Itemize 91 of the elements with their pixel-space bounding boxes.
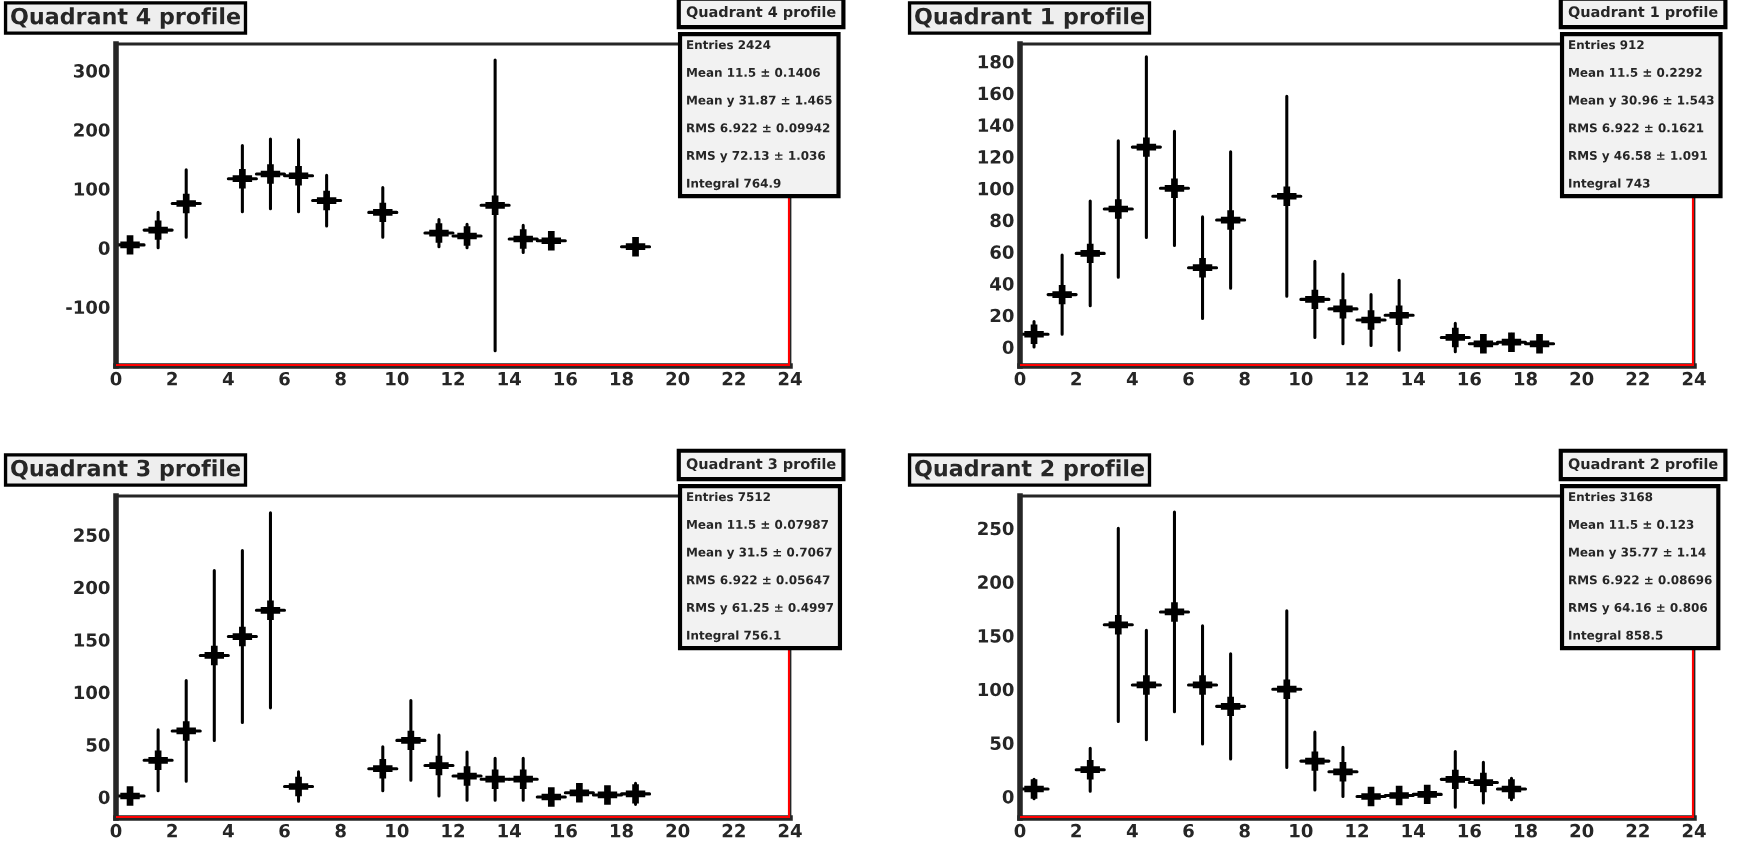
x-tick-label: 14 xyxy=(1402,824,1425,838)
x-tick-label: 4 xyxy=(222,824,234,838)
x-tick-label: 6 xyxy=(279,371,290,386)
y-tick-label: 200 xyxy=(74,123,110,137)
x-tick-label: 22 xyxy=(722,371,745,386)
x-tick-label: 4 xyxy=(1126,372,1138,386)
x-tick-label: 18 xyxy=(610,371,633,386)
x-tick-label: 2 xyxy=(167,823,177,838)
x-tick-label: 8 xyxy=(1239,823,1250,838)
x-tick-label: 14 xyxy=(1402,372,1425,386)
point xyxy=(1189,671,1216,698)
chart-title: Quadrant 1 profile xyxy=(915,7,1144,29)
x-tick-label: 8 xyxy=(335,371,346,386)
point xyxy=(1133,671,1160,698)
x-tick-label: 6 xyxy=(279,823,290,838)
point xyxy=(1217,693,1244,720)
x-tick-label: 6 xyxy=(1183,823,1194,838)
x-tick-label: 16 xyxy=(1458,371,1481,386)
x-tick-label: 2 xyxy=(1071,823,1081,838)
x-tick-label: 12 xyxy=(442,823,464,838)
y-tick-label: 200 xyxy=(74,580,110,595)
x-tick-label: 22 xyxy=(722,823,745,838)
x-tick-label: 22 xyxy=(1626,823,1649,838)
point xyxy=(1357,783,1385,810)
y-tick-label: 100 xyxy=(74,182,110,196)
x-tick-label: 12 xyxy=(1346,823,1368,838)
chart-title: Quadrant 3 profile xyxy=(11,459,240,481)
y-tick-label: 100 xyxy=(978,682,1014,697)
x-tick-label: 12 xyxy=(1346,371,1368,386)
y-tick-label: 150 xyxy=(74,633,110,647)
x-tick-label: 0 xyxy=(1014,823,1026,838)
x-tick-label: 10 xyxy=(1290,371,1313,386)
x-tick-label: 2 xyxy=(167,371,177,386)
x-tick-label: 24 xyxy=(1682,823,1706,838)
x-tick-label: 0 xyxy=(110,823,122,838)
point xyxy=(1386,782,1413,809)
x-tick-label: 16 xyxy=(1458,823,1481,838)
x-tick-label: 10 xyxy=(386,371,409,386)
y-tick-label: 0 xyxy=(98,790,110,805)
x-tick-label: 10 xyxy=(1290,823,1313,838)
y-tick-label: 120 xyxy=(978,150,1014,164)
x-tick-label: 20 xyxy=(666,371,690,386)
point xyxy=(1161,598,1188,625)
point xyxy=(1105,611,1132,638)
y-tick-label: -100 xyxy=(66,300,110,315)
x-tick-label: 16 xyxy=(554,823,577,838)
y-tick-label: 160 xyxy=(978,86,1014,101)
x-tick-label: 20 xyxy=(1570,371,1594,386)
y-tick-label: 180 xyxy=(978,54,1014,69)
chart-title: Quadrant 2 profile xyxy=(915,459,1144,481)
y-tick-label: 0 xyxy=(98,241,110,255)
x-tick-label: 6 xyxy=(1183,371,1194,386)
x-tick-label: 4 xyxy=(1126,824,1138,838)
y-tick-label: 50 xyxy=(990,736,1014,750)
y-tick-label: 100 xyxy=(74,685,110,700)
y-tick-label: 0 xyxy=(1002,340,1014,355)
y-tick-label: 140 xyxy=(978,118,1014,133)
y-tick-label: 200 xyxy=(978,575,1014,589)
y-tick-label: 250 xyxy=(74,528,110,542)
x-tick-label: 18 xyxy=(1514,371,1537,386)
y-tick-label: 40 xyxy=(990,276,1014,291)
x-tick-label: 0 xyxy=(1014,371,1026,386)
x-tick-label: 0 xyxy=(110,371,122,386)
x-tick-label: 10 xyxy=(386,823,409,838)
x-tick-label: 24 xyxy=(778,823,802,838)
y-tick-label: 100 xyxy=(978,181,1014,196)
x-tick-label: 4 xyxy=(222,372,234,386)
y-tick-label: 80 xyxy=(990,213,1014,228)
x-tick-label: 8 xyxy=(335,823,346,838)
y-tick-label: 20 xyxy=(990,308,1014,323)
x-tick-label: 16 xyxy=(554,371,577,386)
x-tick-label: 20 xyxy=(1570,823,1594,838)
x-tick-label: 14 xyxy=(498,372,521,386)
x-tick-label: 20 xyxy=(666,823,690,838)
x-tick-label: 24 xyxy=(1682,371,1706,386)
x-tick-label: 22 xyxy=(1626,371,1649,386)
y-tick-label: 50 xyxy=(86,738,110,752)
x-tick-label: 18 xyxy=(1514,823,1537,838)
x-tick-label: 2 xyxy=(1071,371,1081,386)
point xyxy=(1273,676,1300,703)
x-tick-label: 12 xyxy=(442,371,464,386)
chart-title: Quadrant 4 profile xyxy=(11,7,240,29)
y-tick-label: 300 xyxy=(73,64,110,78)
x-tick-label: 8 xyxy=(1239,371,1250,386)
y-tick-label: 250 xyxy=(978,521,1014,536)
x-tick-label: 24 xyxy=(778,371,802,386)
x-tick-label: 18 xyxy=(610,823,633,838)
y-tick-label: 0 xyxy=(1002,789,1014,804)
y-tick-label: 60 xyxy=(990,245,1014,259)
y-tick-label: 150 xyxy=(978,628,1014,643)
x-tick-label: 14 xyxy=(498,824,521,838)
